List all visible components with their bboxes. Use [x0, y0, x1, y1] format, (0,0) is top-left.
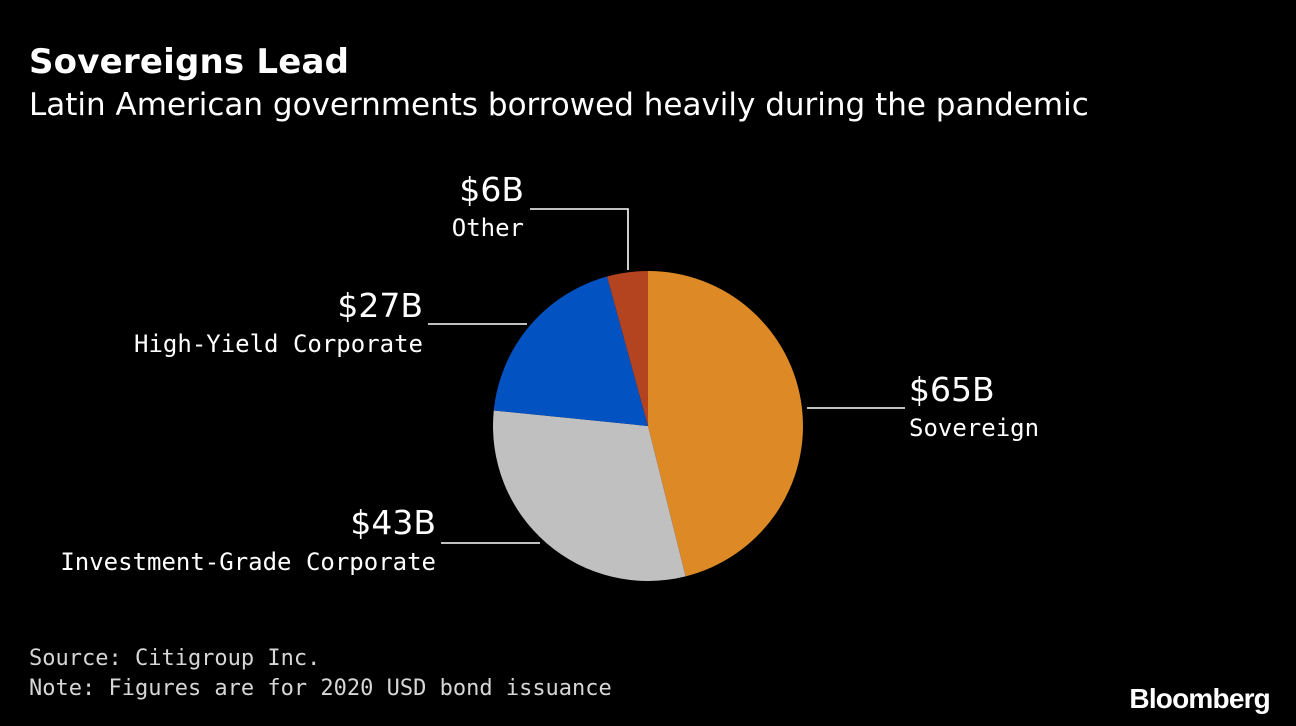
data-label-value-sovereign: $65B: [909, 370, 995, 409]
data-label-category-other: Other: [452, 214, 524, 242]
data-label-category-high-yield-corporate: High-Yield Corporate: [134, 330, 423, 358]
chart-subtitle: Latin American governments borrowed heav…: [29, 87, 1089, 123]
pie-slice-high-yield-corporate: [493, 276, 648, 426]
data-label-category-investment-grade-corporate: Investment-Grade Corporate: [60, 548, 436, 576]
pie-slice-sovereign: [648, 271, 803, 577]
pie-slices: [492, 271, 803, 581]
pie-labels: $65B Sovereign $43B Investment-Grade Corpor…: [60, 170, 1039, 576]
bloomberg-logo: Bloomberg: [1129, 683, 1270, 714]
data-label-value-investment-grade-corporate: $43B: [350, 503, 436, 542]
data-label-category-sovereign: Sovereign: [909, 414, 1039, 442]
data-label-value-other: $6B: [459, 170, 524, 209]
data-label-value-high-yield-corporate: $27B: [337, 286, 423, 325]
pie-slice-other: [607, 271, 648, 426]
figures-note: Note: Figures are for 2020 USD bond issu…: [29, 676, 612, 701]
leader-line-other: [530, 208, 629, 270]
pie-slice-investment-grade-corporate: [492, 410, 686, 581]
source-note: Source: Citigroup Inc.: [29, 646, 321, 671]
chart-title: Sovereigns Lead: [29, 42, 350, 82]
